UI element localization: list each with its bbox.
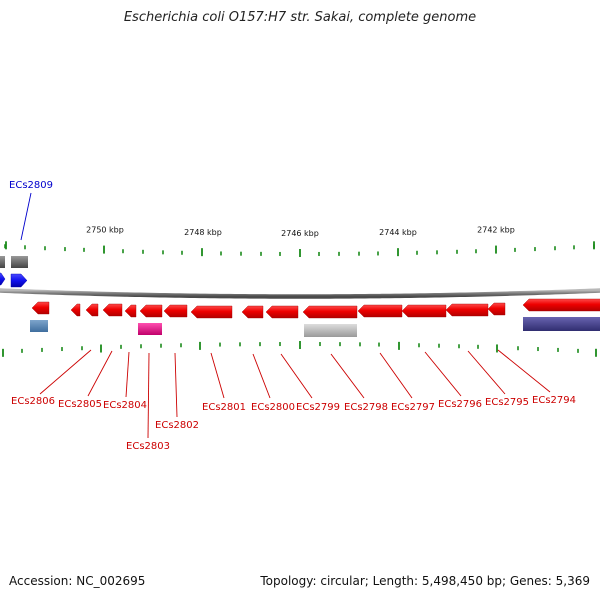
gene-label-leader <box>87 350 113 397</box>
genome-backbone <box>0 288 600 299</box>
gene-label: ECs2795 <box>485 397 529 408</box>
feature-block-magenta <box>138 323 162 335</box>
topology-summary: Topology: circular; Length: 5,498,450 bp… <box>260 574 590 588</box>
gene-label-leader <box>467 350 506 395</box>
gene-arrow-reverse <box>241 305 264 319</box>
gene-arrow-reverse <box>265 305 299 319</box>
gene-label-leader <box>280 353 313 399</box>
gene-label: ECs2798 <box>344 402 388 413</box>
gene-arrow-reverse <box>124 304 137 318</box>
gene-label: ECs2804 <box>103 400 147 411</box>
gene-arrow-reverse <box>190 305 233 319</box>
tick-label: 2742 kbp <box>477 226 515 235</box>
gene-label-leader <box>252 353 271 399</box>
gene-arrow-reverse <box>487 302 506 316</box>
gene-label-leader <box>497 349 551 393</box>
gene-label: ECs2806 <box>11 396 55 407</box>
gene-label-leader <box>424 351 462 397</box>
feature-block-navy <box>523 317 600 331</box>
gene-arrow-reverse <box>357 304 403 318</box>
gene-arrow-reverse <box>85 303 99 317</box>
gene-arrow-reverse-large <box>522 298 600 312</box>
gene-label: ECs2805 <box>58 399 102 410</box>
gene-label-leader <box>20 192 32 241</box>
gene-label-leader <box>125 351 130 398</box>
feature-block-dark <box>11 256 28 268</box>
gene-arrow-reverse <box>302 305 358 319</box>
gene-label: ECs2799 <box>296 402 340 413</box>
gene-label-leader <box>147 352 150 439</box>
gene-arrow-reverse <box>70 303 81 317</box>
tick-label: 2748 kbp <box>184 228 222 237</box>
tick-label: 2744 kbp <box>379 228 417 237</box>
genome-title: Escherichia coli O157:H7 str. Sakai, com… <box>123 10 477 25</box>
gene-label: ECs2797 <box>391 402 435 413</box>
gene-arrow-reverse <box>445 303 489 317</box>
gene-label: ECs2809 <box>9 180 53 191</box>
tick-layer: 2750 kbp 2748 kbp 2746 kbp 2744 kbp 2742 kbp <box>2 226 597 357</box>
gene-label: ECs2801 <box>202 402 246 413</box>
gene-label-leader <box>210 352 225 399</box>
gene-arrow-reverse <box>401 304 447 318</box>
gene-arrow-reverse <box>31 301 50 315</box>
gene-label: ECs2803 <box>126 441 170 452</box>
gene-label: ECs2796 <box>438 399 482 410</box>
feature-layer <box>0 256 600 337</box>
label-layer: ECs2809 ECs2806 ECs2805 ECs2804 ECs2803 ECs28… <box>9 180 576 452</box>
gene-label-leader <box>330 353 365 399</box>
gene-arrow-reverse <box>102 303 123 317</box>
feature-block-gray <box>304 324 357 337</box>
accession-text: Accession: NC_002695 <box>9 574 146 588</box>
gene-label: ECs2800 <box>251 402 295 413</box>
gene-arrow-reverse <box>139 304 163 318</box>
feature-block-dark <box>0 256 5 268</box>
tick-label: 2746 kbp <box>281 229 319 238</box>
tick-label: 2750 kbp <box>86 226 124 235</box>
gene-label: ECs2794 <box>532 395 576 406</box>
backbone-layer <box>0 288 600 299</box>
gene-arrow-forward <box>0 272 6 286</box>
gene-arrow-reverse <box>163 304 188 318</box>
gene-label-leader <box>39 349 92 395</box>
gene-label-leader <box>379 352 413 399</box>
gene-arrow-forward <box>10 273 28 288</box>
gene-label: ECs2802 <box>155 420 199 431</box>
feature-block-steelblue <box>30 320 48 332</box>
gene-label-leader <box>174 352 178 418</box>
